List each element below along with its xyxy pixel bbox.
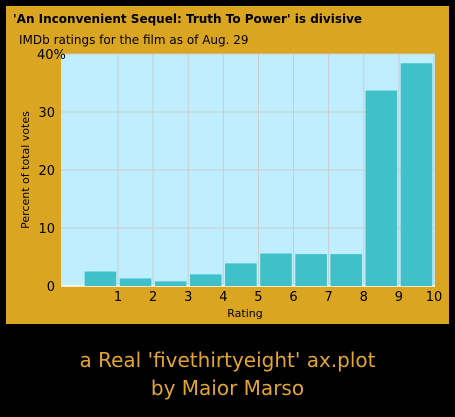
x-tick-label: 5 bbox=[254, 290, 262, 305]
x-tick-label: 6 bbox=[289, 290, 297, 305]
y-tick-label: 20 bbox=[38, 164, 55, 179]
bar-rating-1 bbox=[84, 271, 117, 286]
bar-rating-8 bbox=[330, 254, 363, 286]
x-tick-label: 4 bbox=[219, 290, 227, 305]
y-tick-label: 30 bbox=[38, 106, 55, 121]
y-tick-label: 40% bbox=[37, 48, 66, 63]
bar-rating-4 bbox=[189, 274, 222, 286]
footer bbox=[0, 324, 455, 417]
bar-rating-7 bbox=[295, 254, 327, 286]
chart-subtitle: IMDb ratings for the film as of Aug. 29 bbox=[19, 33, 249, 47]
bar-rating-10 bbox=[400, 63, 433, 286]
y-tick-label: 0 bbox=[47, 280, 55, 295]
x-tick-label: 8 bbox=[360, 290, 368, 305]
x-tick-label: 2 bbox=[149, 290, 157, 305]
x-tick-label: 1 bbox=[114, 290, 122, 305]
y-tick-label: 10 bbox=[38, 222, 55, 237]
footer-credit-line-2: by Maior Marso bbox=[150, 376, 305, 400]
chart-title: 'An Inconvenient Sequel: Truth To Power'… bbox=[13, 12, 363, 26]
x-tick-label: 3 bbox=[184, 290, 192, 305]
x-axis-label: Rating bbox=[227, 307, 262, 320]
bar-rating-5 bbox=[225, 263, 257, 286]
y-axis-label: Percent of total votes bbox=[19, 111, 32, 229]
x-tick-label: 7 bbox=[325, 290, 333, 305]
bar-rating-3 bbox=[154, 281, 187, 286]
bar-rating-9 bbox=[365, 90, 398, 286]
footer-credit-line-1: a Real 'fivethirtyeight' ax.plot bbox=[79, 348, 376, 372]
bar-rating-2 bbox=[119, 278, 152, 286]
x-tick-label: 10 bbox=[426, 290, 443, 305]
bar-rating-6 bbox=[260, 253, 292, 286]
x-tick-label: 9 bbox=[395, 290, 403, 305]
